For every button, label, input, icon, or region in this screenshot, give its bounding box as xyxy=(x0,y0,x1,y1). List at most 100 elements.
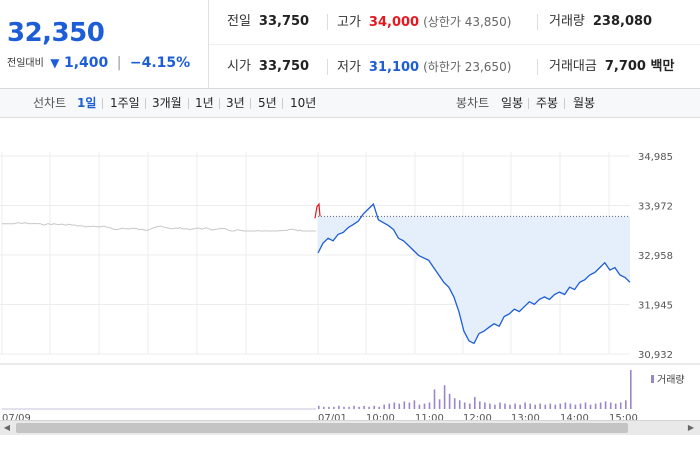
volume-bar xyxy=(393,402,396,409)
stats-vdivider xyxy=(327,14,328,30)
volume-bar xyxy=(333,406,335,409)
volume-bar xyxy=(579,403,582,409)
change-separator: | xyxy=(116,55,122,71)
current-price-box: 32,350 전일대비 ▼ 1,400 | −4.15% xyxy=(0,0,209,88)
volume-bar xyxy=(418,404,421,409)
volume-value: 238,080 xyxy=(592,14,653,29)
price-chart[interactable]: 34,985 33,972 32,958 31,945 30,932 07/09 07/0… xyxy=(0,118,700,424)
toolbar-separator xyxy=(250,98,251,109)
stat-open: 시가 33,750 xyxy=(227,45,309,89)
x-tick-label: 15:00 xyxy=(609,413,638,420)
volume-bar xyxy=(599,402,602,409)
daily-candle-button[interactable]: 일봉 xyxy=(501,96,524,110)
volume-bar xyxy=(474,397,476,409)
price-stats: 전일 33,750 고가 34,000 (상한가 43,850) 거래량 238,080… xyxy=(209,0,700,88)
volume-bar xyxy=(373,405,375,410)
stat-low: 저가 31,100 (하한가 23,650) xyxy=(337,45,511,89)
current-price: 32,350 xyxy=(7,18,105,48)
price-series-line xyxy=(317,202,631,345)
period-1w-button[interactable]: 1주일 xyxy=(110,96,140,110)
previous-day-line xyxy=(1,222,316,232)
x-tick-label: 07/01 xyxy=(318,413,347,420)
scroll-left-icon[interactable]: ◀ xyxy=(3,423,11,432)
stats-vdivider xyxy=(327,59,328,75)
volume-bar xyxy=(534,404,536,409)
chart-grid xyxy=(0,152,700,365)
period-1y-button[interactable]: 1년 xyxy=(195,96,214,110)
volume-bar xyxy=(630,370,632,409)
x-tick-label: 11:00 xyxy=(415,413,444,420)
weekly-candle-button[interactable]: 주봉 xyxy=(536,96,559,110)
volume-bar xyxy=(539,403,541,409)
volume-bar xyxy=(559,403,562,409)
volume-bar xyxy=(569,403,572,409)
chart-scrollbar[interactable]: ◀ ▶ xyxy=(0,420,700,435)
stats-divider xyxy=(209,44,700,45)
volume-bar xyxy=(433,389,436,409)
y-axis-ticks: 34,985 33,972 32,958 31,945 30,932 xyxy=(638,152,673,361)
toolbar-separator xyxy=(564,98,565,109)
price-area xyxy=(318,215,630,344)
low-label: 저가 xyxy=(337,60,361,75)
volume-bar xyxy=(323,406,325,409)
x-tick-label: 10:00 xyxy=(366,413,395,420)
volume-bar xyxy=(353,405,355,410)
volume-bar xyxy=(479,401,481,409)
volume-bar xyxy=(428,402,431,409)
line-chart-label: 선차트 xyxy=(33,96,67,110)
period-1d-button[interactable]: 1일 xyxy=(77,96,97,110)
volume-bar xyxy=(453,398,456,409)
y-tick-label: 30,932 xyxy=(638,350,673,361)
volume-bar xyxy=(398,403,401,409)
open-value: 33,750 xyxy=(258,59,310,74)
volume-label: 거래량 xyxy=(549,14,585,29)
period-5y-button[interactable]: 5년 xyxy=(258,96,277,110)
x-tick-label: 07/09 xyxy=(2,413,31,420)
volume-bar xyxy=(388,403,391,409)
monthly-candle-button[interactable]: 월봉 xyxy=(573,96,596,110)
period-3y-button[interactable]: 3년 xyxy=(226,96,245,110)
volume-bar xyxy=(614,403,617,409)
volume-bar xyxy=(368,406,370,409)
volume-bar xyxy=(594,403,597,409)
y-tick-label: 31,945 xyxy=(638,301,673,312)
prev-close-label: 전일 xyxy=(227,14,251,29)
scroll-right-icon[interactable]: ▶ xyxy=(687,423,695,432)
period-3m-button[interactable]: 3개월 xyxy=(152,96,182,110)
volume-bar xyxy=(358,406,360,409)
stats-vdivider xyxy=(537,59,538,75)
upper-limit: (상한가 43,850) xyxy=(423,15,512,29)
volume-legend-swatch xyxy=(651,375,654,383)
stat-volume: 거래량 238,080 xyxy=(549,0,652,44)
x-tick-label: 14:00 xyxy=(560,413,589,420)
period-10y-button[interactable]: 10년 xyxy=(290,96,317,110)
volume-bar xyxy=(504,403,506,409)
volume-bar xyxy=(544,404,547,409)
stat-trade-value: 거래대금 7,700 백만 xyxy=(549,45,674,89)
prev-close-value: 33,750 xyxy=(258,14,310,29)
volume-bar xyxy=(458,400,461,409)
volume-bar xyxy=(318,405,320,410)
volume-bar xyxy=(564,402,567,409)
stat-prev-close: 전일 33,750 xyxy=(227,0,309,44)
stats-vdivider xyxy=(537,14,538,30)
volume-bar xyxy=(463,402,466,409)
volume-bar xyxy=(423,403,426,409)
toolbar-separator xyxy=(282,98,283,109)
volume-bar xyxy=(604,401,607,409)
volume-bar xyxy=(554,404,557,409)
high-label: 고가 xyxy=(337,15,361,30)
volume-bar xyxy=(625,400,627,409)
y-tick-label: 32,958 xyxy=(638,251,673,262)
volume-bar xyxy=(609,402,612,409)
scroll-thumb[interactable] xyxy=(16,423,628,433)
volume-bar xyxy=(408,402,411,409)
volume-bar xyxy=(363,405,365,410)
volume-bar xyxy=(383,404,385,409)
volume-bar xyxy=(489,403,491,409)
price-summary: 32,350 전일대비 ▼ 1,400 | −4.15% 전일 33,750 고가… xyxy=(0,0,700,89)
change-label: 전일대비 xyxy=(7,58,44,69)
low-value: 31,100 xyxy=(368,60,420,75)
volume-bar xyxy=(509,404,511,409)
